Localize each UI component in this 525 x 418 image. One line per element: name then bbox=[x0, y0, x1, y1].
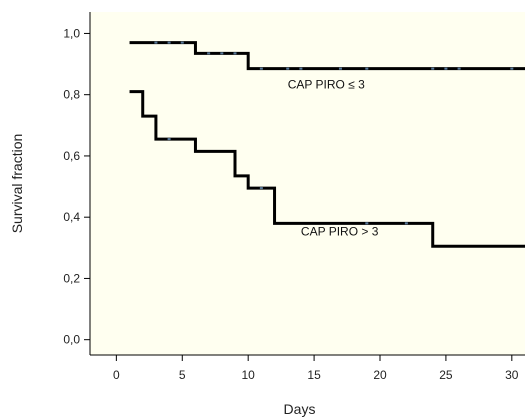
censor-mark bbox=[259, 67, 263, 70]
censor-mark bbox=[510, 67, 514, 70]
y-tick-label: 0,2 bbox=[63, 271, 80, 285]
series-label-1: CAP PIRO ≤ 3 bbox=[288, 78, 365, 92]
y-tick-label: 0,6 bbox=[63, 149, 80, 163]
censor-mark bbox=[220, 52, 224, 55]
censor-mark bbox=[404, 222, 408, 225]
censor-mark bbox=[365, 222, 369, 225]
x-tick-label: 0 bbox=[113, 368, 120, 382]
censor-mark bbox=[180, 41, 184, 44]
censor-mark bbox=[286, 67, 290, 70]
y-axis-title: Survival fraction bbox=[9, 134, 25, 234]
censor-mark bbox=[167, 41, 171, 44]
x-tick-label: 25 bbox=[439, 368, 453, 382]
x-tick-label: 5 bbox=[179, 368, 186, 382]
censor-mark bbox=[299, 67, 303, 70]
x-axis-title: Days bbox=[284, 401, 316, 417]
censor-mark bbox=[259, 187, 263, 190]
series-label-2: CAP PIRO > 3 bbox=[301, 225, 379, 239]
censor-mark bbox=[207, 52, 211, 55]
censor-mark bbox=[233, 52, 237, 55]
x-tick-label: 10 bbox=[242, 368, 256, 382]
censor-mark bbox=[431, 67, 435, 70]
censor-mark bbox=[154, 41, 158, 44]
x-tick-label: 15 bbox=[307, 368, 321, 382]
censor-mark bbox=[167, 138, 171, 141]
censor-mark bbox=[444, 67, 448, 70]
censor-mark bbox=[338, 67, 342, 70]
x-tick-label: 20 bbox=[373, 368, 387, 382]
y-tick-label: 0,0 bbox=[63, 333, 80, 347]
censor-mark bbox=[457, 67, 461, 70]
series-line-2 bbox=[129, 90, 525, 248]
y-tick-label: 0,4 bbox=[63, 210, 80, 224]
axes-layer: 0,0 0,2 0,4 0,6 0,8 1,0 0 5 10 15 20 25 30 bbox=[63, 12, 525, 382]
plot-area-background bbox=[90, 12, 525, 355]
censor-mark bbox=[365, 67, 369, 70]
y-tick-label: 1,0 bbox=[63, 26, 80, 40]
series-layer: CAP PIRO ≤ 3 CAP PIRO > 3 bbox=[129, 41, 525, 248]
x-tick-label: 30 bbox=[505, 368, 519, 382]
y-tick-label: 0,8 bbox=[63, 88, 80, 102]
